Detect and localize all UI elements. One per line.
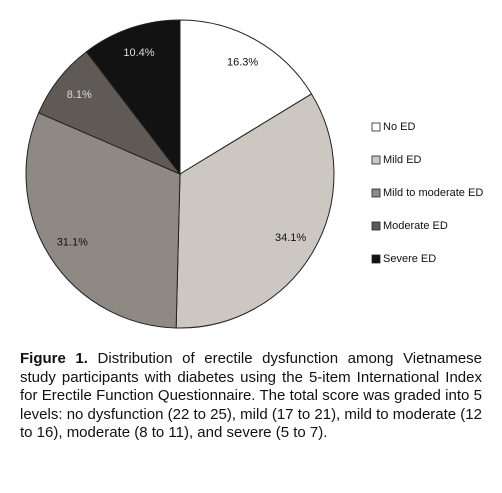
chart: 16.3% 34.1% 31.1% 8.1% 10.4% No ED Mild ED Mild…: [25, 19, 483, 329]
pie-slice: [179, 19, 313, 175]
pie-slice: [175, 93, 335, 329]
slice-label: 16.3%: [227, 56, 258, 68]
pie-slice: [85, 19, 181, 176]
slice-label: 10.4%: [123, 47, 154, 59]
legend-label: Severe ED: [383, 253, 436, 265]
legend-label: No ED: [383, 121, 415, 133]
legend-label: Mild ED: [383, 154, 422, 166]
legend-marker: [371, 221, 381, 231]
caption-label: Figure 1.: [20, 350, 88, 367]
legend-marker: [371, 122, 381, 132]
slice-label: 34.1%: [275, 232, 306, 244]
legend-marker: [371, 188, 381, 198]
legend-label: Moderate ED: [383, 220, 448, 232]
legend-marker: [371, 254, 381, 264]
slice-label: 31.1%: [57, 237, 88, 249]
pie-slice: [25, 112, 181, 329]
caption: Figure 1. Distribution of erectile dysfu…: [20, 350, 482, 443]
legend-marker: [371, 155, 381, 165]
caption-text: Distribution of erectile dysfunction amo…: [20, 350, 483, 441]
slice-label: 8.1%: [67, 89, 92, 101]
legend-label: Mild to moderate ED: [383, 187, 483, 199]
